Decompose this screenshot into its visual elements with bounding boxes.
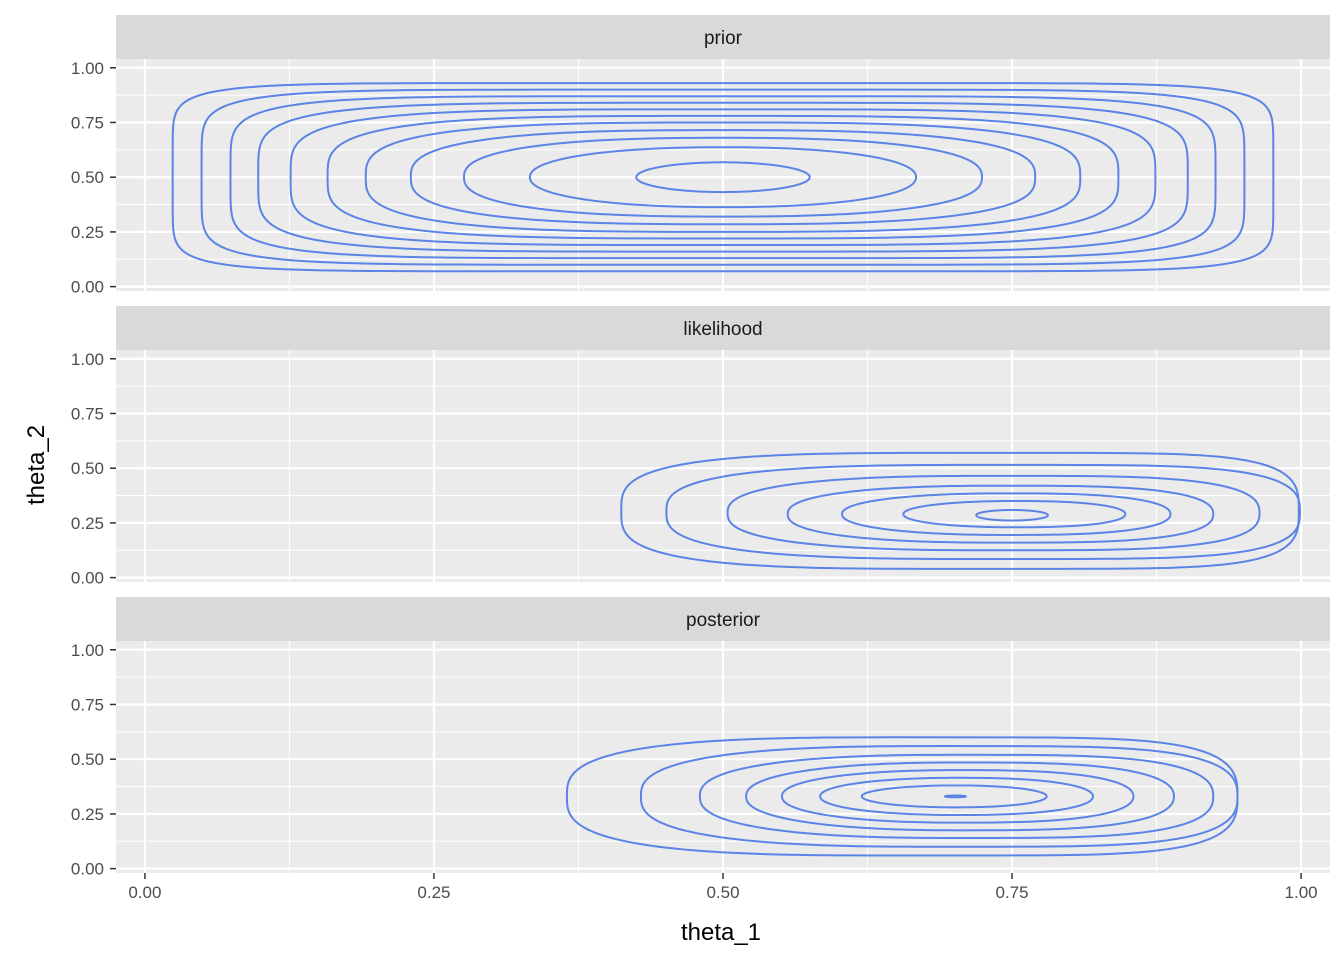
x-tick-label: 0.75 <box>996 883 1029 902</box>
contour-line <box>639 745 1239 848</box>
y-axis-title: theta_2 <box>23 425 50 505</box>
facet-strip-label: posterior <box>686 610 761 631</box>
facet-strip-label: prior <box>704 28 743 49</box>
contour-line <box>786 484 1215 544</box>
x-axis: 0.00 0.25 0.50 0.75 1.00 <box>128 873 1318 902</box>
y-tick-label: 0.00 <box>71 860 104 879</box>
y-tick-label: 0.00 <box>71 569 104 588</box>
contour-line <box>364 121 1082 233</box>
contour-line <box>902 500 1127 529</box>
x-tick-label: 0.25 <box>417 883 450 902</box>
contour-line <box>780 769 1135 824</box>
contour-line <box>745 761 1175 832</box>
contour-line <box>975 508 1049 522</box>
contour-line <box>565 736 1239 857</box>
y-tick-label: 0.75 <box>71 695 104 714</box>
facet-strip-label: likelihood <box>683 319 762 340</box>
contour-line <box>726 474 1261 552</box>
contour-line <box>200 88 1246 266</box>
contour-line <box>635 161 811 194</box>
y-tick-label: 0.25 <box>71 805 104 824</box>
x-tick-label: 1.00 <box>1285 883 1318 902</box>
y-tick-label: 0.50 <box>71 750 104 769</box>
contour-line <box>819 776 1094 817</box>
y-tick-label: 1.00 <box>71 59 104 78</box>
contour-line <box>463 136 983 218</box>
x-tick-label: 0.50 <box>706 883 739 902</box>
contour-line <box>665 463 1301 561</box>
y-tick-label: 0.25 <box>71 514 104 533</box>
contour-line <box>257 101 1189 253</box>
contour-line <box>620 451 1300 570</box>
y-tick-label: 0.25 <box>71 223 104 242</box>
x-axis-title: theta_1 <box>681 919 761 946</box>
contour-line <box>229 95 1217 260</box>
contour-line <box>841 492 1172 536</box>
facet-strip <box>116 15 1330 59</box>
y-tick-label: 0.75 <box>71 404 104 423</box>
facet-posterior: posterior 0.00 0.25 0.50 0.75 1.00 <box>71 597 1330 879</box>
facet-strip <box>116 597 1330 641</box>
facet-strip <box>116 306 1330 350</box>
y-tick-label: 0.75 <box>71 113 104 132</box>
y-tick-label: 0.50 <box>71 168 104 187</box>
contour-line <box>943 794 967 799</box>
y-tick-label: 1.00 <box>71 350 104 369</box>
contour-line <box>409 129 1037 226</box>
x-tick-label: 0.00 <box>128 883 161 902</box>
contour-line <box>171 82 1275 273</box>
contour-line <box>326 114 1120 240</box>
y-tick-label: 0.50 <box>71 459 104 478</box>
contour-line <box>289 108 1157 247</box>
facet-prior: prior 0.00 0.25 0.50 0.75 1.00 <box>71 15 1330 297</box>
y-tick-label: 1.00 <box>71 641 104 660</box>
contour-line <box>698 753 1215 839</box>
y-tick-label: 0.00 <box>71 278 104 297</box>
contour-line <box>528 146 918 209</box>
contour-line <box>860 784 1048 809</box>
facet-panels: prior 0.00 0.25 0.50 0.75 1.00 likelihood 0.00 0… <box>71 15 1330 879</box>
facet-likelihood: likelihood 0.00 0.25 0.50 0.75 1.00 <box>71 306 1330 588</box>
